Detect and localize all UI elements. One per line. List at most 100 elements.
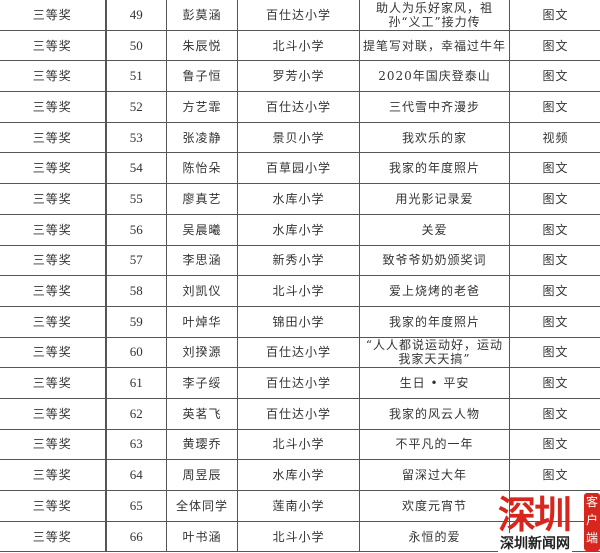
name-cell: 全体同学: [166, 490, 238, 522]
number-cell: 56: [104, 213, 167, 246]
title-cell: 永恒的爱: [359, 520, 510, 553]
title-cell: 助人为乐好家风，祖孙“义工”接力传: [359, 0, 510, 31]
table-row: 三等奖 57 李思涵 新秀小学 致爷爷奶奶颁奖词 图文: [0, 244, 600, 277]
title-cell: 生日 • 平安: [359, 367, 510, 399]
award-cell: 三等奖: [0, 459, 106, 491]
number-cell: 61: [104, 367, 167, 399]
school-cell: 水库小学: [237, 213, 360, 246]
title-cell: 三代雪中齐漫步: [359, 91, 510, 123]
type-cell: 图文: [509, 275, 600, 307]
name-cell: 方艺霏: [166, 91, 238, 123]
school-cell: 北斗小学: [237, 275, 360, 307]
award-cell: 三等奖: [0, 0, 106, 31]
title-cell: 欢度元宵节: [359, 490, 510, 522]
table-row: 三等奖 54 陈怡朵 百草园小学 我家的年度照片 图文: [0, 152, 600, 185]
school-cell: 锦田小学: [237, 305, 360, 338]
title-cell: 不平凡的一年: [359, 428, 510, 461]
type-cell: 图文: [509, 60, 600, 93]
award-cell: 三等奖: [0, 305, 106, 338]
school-cell: 北斗小学: [237, 29, 360, 62]
logo-tag: 客户端: [584, 493, 600, 551]
type-cell: 图文: [509, 336, 600, 369]
number-cell: 60: [104, 336, 167, 369]
name-cell: 叶焯华: [166, 305, 238, 338]
table-row: 三等奖 50 朱辰悦 北斗小学 提笔写对联，幸福过牛年 图文: [0, 29, 600, 62]
title-cell: 致爷爷奶奶颁奖词: [359, 244, 510, 277]
school-cell: 百仕达小学: [237, 91, 360, 123]
school-cell: 罗芳小学: [237, 60, 360, 93]
award-cell: 三等奖: [0, 60, 106, 93]
type-cell: 图文: [509, 0, 600, 31]
number-cell: 50: [104, 29, 167, 62]
table-row: 三等奖 53 张凌静 景贝小学 我欢乐的家 视频: [0, 121, 600, 154]
name-cell: 周昱辰: [166, 459, 238, 491]
school-cell: 百仕达小学: [237, 397, 360, 430]
title-cell: 关爱: [359, 213, 510, 246]
name-cell: 廖真艺: [166, 183, 238, 215]
award-cell: 三等奖: [0, 397, 106, 430]
name-cell: 英茗飞: [166, 397, 238, 430]
title-cell: 我家的年度照片: [359, 305, 510, 338]
type-cell: 图文: [509, 459, 600, 491]
table-row: 三等奖 51 鲁子恒 罗芳小学 2020年国庆登泰山 图文: [0, 60, 600, 93]
title-cell: 用光影记录爱: [359, 183, 510, 215]
title-cell: “人人都说运动好，运动我家天天搞”: [359, 336, 510, 369]
name-cell: 李子绥: [166, 367, 238, 399]
award-cell: 三等奖: [0, 520, 106, 553]
table-row: 三等奖 63 黄璎乔 北斗小学 不平凡的一年 图文: [0, 428, 600, 461]
table-row: 三等奖 65 全体同学 莲南小学 欢度元宵节: [0, 490, 600, 522]
table-row: 三等奖 56 吴晨曦 水库小学 关爱 图文: [0, 213, 600, 246]
logo-brand: 深圳新闻网: [498, 533, 572, 553]
award-cell: 三等奖: [0, 121, 106, 154]
table-row: 三等奖 61 李子绥 百仕达小学 生日 • 平安 图文: [0, 367, 600, 399]
name-cell: 张凌静: [166, 121, 238, 154]
table-row: 三等奖 49 彭莫涵 百仕达小学 助人为乐好家风，祖孙“义工”接力传 图文: [0, 0, 600, 31]
school-cell: 北斗小学: [237, 520, 360, 553]
school-cell: 景贝小学: [237, 121, 360, 154]
name-cell: 李思涵: [166, 244, 238, 277]
watermark-logo: 深圳 深圳新闻网 客户端: [496, 493, 600, 553]
school-cell: 水库小学: [237, 183, 360, 215]
title-cell: 2020年国庆登泰山: [359, 60, 510, 93]
number-cell: 57: [104, 244, 167, 277]
name-cell: 刘凯仪: [166, 275, 238, 307]
award-cell: 三等奖: [0, 490, 106, 522]
type-cell: 视频: [509, 121, 600, 154]
award-cell: 三等奖: [0, 29, 106, 62]
type-cell: 图文: [509, 213, 600, 246]
number-cell: 66: [104, 520, 167, 553]
table-row: 三等奖 64 周昱辰 水库小学 留深过大年 图文: [0, 459, 600, 491]
name-cell: 陈怡朵: [166, 152, 238, 185]
table-row: 三等奖 60 刘揆源 百仕达小学 “人人都说运动好，运动我家天天搞” 图文: [0, 336, 600, 369]
number-cell: 63: [104, 428, 167, 461]
title-cell: 爱上烧烤的老爸: [359, 275, 510, 307]
title-cell: 我家的风云人物: [359, 397, 510, 430]
award-cell: 三等奖: [0, 152, 106, 185]
number-cell: 49: [104, 0, 167, 31]
type-cell: 图文: [509, 244, 600, 277]
name-cell: 刘揆源: [166, 336, 238, 369]
logo-mark: 深圳: [498, 493, 572, 537]
school-cell: 莲南小学: [237, 490, 360, 522]
type-cell: 图文: [509, 183, 600, 215]
name-cell: 彭莫涵: [166, 0, 238, 31]
type-cell: 图文: [509, 91, 600, 123]
school-cell: 百仕达小学: [237, 367, 360, 399]
number-cell: 59: [104, 305, 167, 338]
title-cell: 提笔写对联，幸福过牛年: [359, 29, 510, 62]
award-cell: 三等奖: [0, 244, 106, 277]
number-cell: 55: [104, 183, 167, 215]
table-row: 三等奖 66 叶书涵 北斗小学 永恒的爱: [0, 520, 600, 553]
type-cell: 图文: [509, 428, 600, 461]
school-cell: 百仕达小学: [237, 0, 360, 31]
type-cell: 图文: [509, 152, 600, 185]
type-cell: 图文: [509, 367, 600, 399]
table-row: 三等奖 62 英茗飞 百仕达小学 我家的风云人物 图文: [0, 397, 600, 430]
award-cell: 三等奖: [0, 91, 106, 123]
number-cell: 54: [104, 152, 167, 185]
name-cell: 黄璎乔: [166, 428, 238, 461]
school-cell: 北斗小学: [237, 428, 360, 461]
award-cell: 三等奖: [0, 336, 106, 369]
award-cell: 三等奖: [0, 367, 106, 399]
